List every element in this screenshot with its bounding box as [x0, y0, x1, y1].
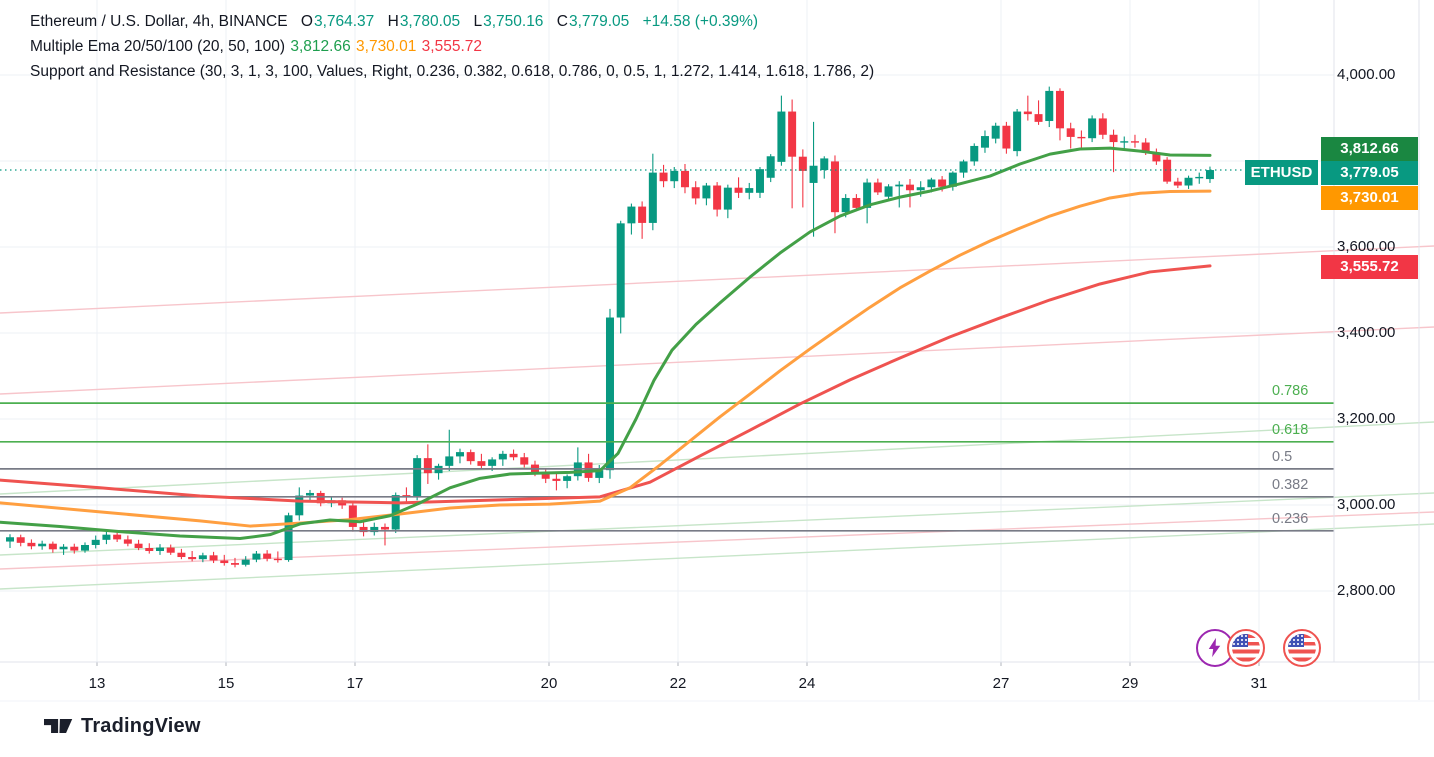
ema100-line: [0, 264, 1212, 505]
tradingview-logo[interactable]: TradingView: [44, 714, 201, 738]
time-axis-label: 20: [540, 675, 558, 692]
legend: Ethereum / U.S. Dollar, 4h, BINANCE O3,7…: [30, 9, 874, 84]
time-axis-label: 27: [992, 675, 1010, 692]
tradingview-logo-text: TradingView: [81, 714, 201, 737]
ema50-price-badge: 3,730.01: [1321, 186, 1418, 210]
ema50-value: 3,730.01: [356, 38, 417, 55]
price-axis-label: 2,800.00: [1337, 582, 1396, 599]
usd-flag-icon-2: [1283, 629, 1321, 667]
sr-diagonal-green: [0, 421, 1434, 495]
legend-symbol-row[interactable]: Ethereum / U.S. Dollar, 4h, BINANCE O3,7…: [30, 9, 874, 34]
candlestick-series: [6, 86, 1214, 568]
time-axis-label: 15: [217, 675, 235, 692]
fib-label-0.618: 0.618: [1272, 421, 1309, 438]
sr-indicator-title[interactable]: Support and Resistance (30, 3, 1, 3, 100…: [30, 63, 875, 80]
ema20-value: 3,812.66: [290, 38, 351, 55]
time-axis-label: 13: [88, 675, 106, 692]
sr-diagonal-pink: [0, 326, 1434, 395]
time-axis-label: 29: [1121, 675, 1139, 692]
fib-label-0.382: 0.382: [1272, 476, 1309, 493]
fib-label-0.786: 0.786: [1272, 383, 1309, 400]
ema20-line: [0, 146, 1212, 541]
us-flag-2: [1288, 634, 1316, 662]
lightning-bolt-icon: [1208, 637, 1221, 658]
price-axis-label: 3,400.00: [1337, 324, 1396, 341]
usd-flag-icon: [1227, 629, 1265, 667]
sr-diagonal-green: [0, 492, 1434, 556]
sr-diagonal-pink: [0, 245, 1434, 314]
open-label: O: [300, 13, 313, 30]
fib-label-0.236: 0.236: [1272, 510, 1309, 527]
open-value: 3,764.37: [313, 13, 375, 30]
low-value: 3,750.16: [483, 13, 544, 30]
us-flag: [1232, 634, 1260, 662]
time-axis-label: 17: [346, 675, 364, 692]
close-value: 3,779.05: [568, 13, 630, 30]
time-axis-label: 24: [798, 675, 816, 692]
legend-ema-row[interactable]: Multiple Ema 20/50/100 (20, 50, 100) 3,8…: [30, 34, 874, 59]
price-axis-label: 4,000.00: [1337, 66, 1396, 83]
time-axis-label: 22: [669, 675, 687, 692]
ema20-price-badge: 3,812.66: [1321, 137, 1418, 161]
high-label: H: [387, 13, 399, 30]
low-label: L: [473, 13, 483, 30]
change-value: +14.58 (+0.39%): [642, 13, 759, 30]
tradingview-mark-icon: [44, 718, 73, 734]
sr-diagonal-pink: [0, 511, 1434, 570]
ema100-value: 3,555.72: [421, 38, 483, 55]
symbol-price-label: ETHUSD: [1245, 160, 1318, 185]
us-flag-canton: [1232, 634, 1248, 647]
price-axis-label: 3,600.00: [1337, 238, 1396, 255]
ema100-price-badge: 3,555.72: [1321, 255, 1418, 279]
time-axis-label: 31: [1250, 675, 1268, 692]
symbol-description[interactable]: Ethereum / U.S. Dollar, 4h, BINANCE: [30, 13, 288, 30]
legend-sr-row[interactable]: Support and Resistance (30, 3, 1, 3, 100…: [30, 59, 874, 84]
fib-label-0.5: 0.5: [1272, 448, 1293, 465]
high-value: 3,780.05: [399, 13, 461, 30]
ema50-line: [0, 189, 1212, 528]
sr-diagonal-green: [0, 523, 1434, 590]
us-flag-canton-2: [1288, 634, 1304, 647]
close-label: C: [556, 13, 568, 30]
price-axis-label: 3,000.00: [1337, 496, 1396, 513]
ema-indicator-title[interactable]: Multiple Ema 20/50/100 (20, 50, 100): [30, 38, 286, 55]
current-price-badge: 3,779.05: [1321, 161, 1418, 185]
price-axis-label: 3,200.00: [1337, 410, 1396, 427]
